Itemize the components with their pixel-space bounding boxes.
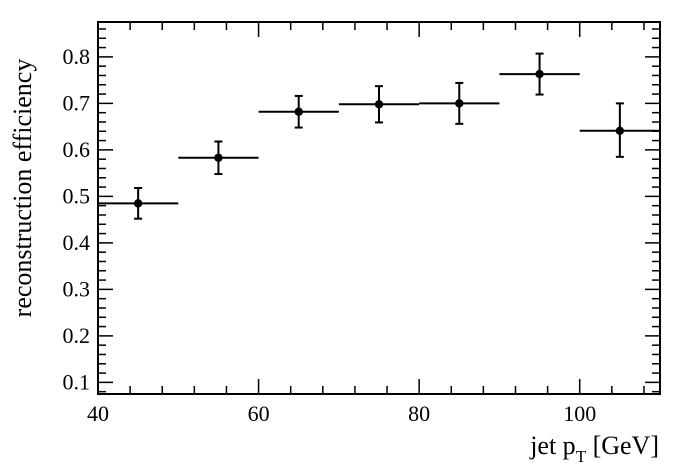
data-marker (374, 100, 384, 109)
data-marker (214, 153, 223, 162)
y-tick-label: 0.1 (63, 369, 91, 394)
data-marker (133, 199, 143, 208)
data-point (98, 187, 179, 220)
data-points (98, 52, 660, 220)
data-marker (615, 126, 625, 136)
axis-tick-labels: 40 60 80 100 0.1 0.2 0.3 0.4 0.5 0.6 0.7 0.8 (63, 44, 597, 426)
x-axis-label-subscript: T (576, 447, 587, 466)
x-tick-label: 40 (87, 401, 109, 426)
data-point (338, 85, 420, 124)
y-tick-label: 0.7 (63, 90, 91, 115)
x-tick-label: 100 (563, 401, 596, 426)
data-marker (455, 99, 464, 108)
x-tick-label: 80 (408, 401, 430, 426)
data-point (419, 81, 500, 125)
x-tick-label: 60 (248, 401, 270, 426)
x-axis-label: jet pT [GeV] (529, 431, 659, 466)
data-marker (294, 107, 303, 116)
y-tick-label: 0.2 (63, 323, 91, 348)
y-tick-label: 0.4 (63, 230, 91, 255)
y-tick-label: 0.5 (63, 183, 91, 208)
plot-frame (97, 21, 661, 395)
x-axis-label-main: jet p (529, 431, 576, 460)
data-point (579, 102, 660, 158)
y-tick-label: 0.3 (63, 276, 91, 301)
x-axis-label-unit: [GeV] (586, 431, 659, 460)
data-marker (535, 69, 544, 79)
data-point (258, 94, 339, 129)
y-axis-label: reconstruction efficiency (8, 59, 37, 318)
y-tick-label: 0.8 (63, 44, 91, 69)
data-point (178, 140, 259, 176)
axis-ticks (97, 22, 660, 394)
data-point (499, 52, 580, 96)
y-tick-label: 0.6 (63, 137, 91, 162)
